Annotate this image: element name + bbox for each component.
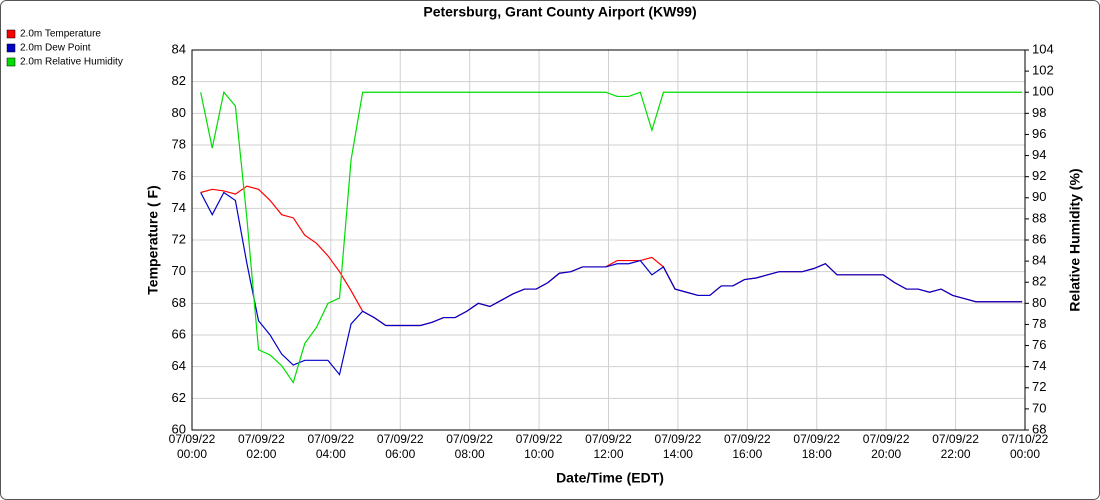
y-axis-label: Temperature ( F): [145, 185, 161, 294]
x-tick-label: 07/09/22 12:00: [585, 432, 632, 461]
x-tick-label: 07/09/22 06:00: [377, 432, 424, 461]
x-axis-label: Date/Time (EDT): [556, 470, 664, 486]
y-tick-label: 70: [172, 263, 186, 278]
x-tick-label: 07/09/22 16:00: [724, 432, 771, 461]
x-tick-label: 07/09/22 10:00: [516, 432, 563, 461]
y2-tick-label: 70: [1032, 400, 1046, 415]
x-tick-label: 07/09/22 22:00: [932, 432, 979, 461]
x-tick-label: 07/09/22 14:00: [655, 432, 702, 461]
y-tick-label: 78: [172, 136, 186, 151]
y2-tick-label: 74: [1032, 358, 1046, 373]
y-tick-label: 72: [172, 231, 186, 246]
y2-tick-label: 86: [1032, 231, 1046, 246]
y2-tick-label: 92: [1032, 168, 1046, 183]
y2-tick-label: 100: [1032, 84, 1054, 99]
x-tick-label: 07/10/22 00:00: [1002, 432, 1049, 461]
y2-tick-label: 80: [1032, 295, 1046, 310]
y2-tick-label: 76: [1032, 337, 1046, 352]
x-tick-label: 07/09/22 00:00: [169, 432, 216, 461]
legend-swatch: [6, 29, 16, 39]
legend-swatch: [6, 57, 16, 67]
y-tick-label: 62: [172, 390, 186, 405]
legend-swatch: [6, 43, 16, 53]
y-tick-label: 66: [172, 326, 186, 341]
y2-tick-label: 90: [1032, 189, 1046, 204]
y-tick-label: 64: [172, 358, 186, 373]
y-tick-label: 80: [172, 105, 186, 120]
y-tick-label: 82: [172, 73, 186, 88]
y-tick-label: 60: [172, 421, 186, 436]
y-tick-label: 84: [172, 41, 186, 56]
plot-border: [191, 49, 1026, 431]
x-tick-label: 07/09/22 08:00: [446, 432, 493, 461]
x-tick-label: 07/09/22 02:00: [238, 432, 285, 461]
y2-tick-label: 94: [1032, 147, 1046, 162]
legend-label: 2.0m Dew Point: [20, 43, 91, 54]
series-line: [200, 90, 1023, 384]
x-tick-label: 07/09/22 18:00: [793, 432, 840, 461]
y2-tick-label: 102: [1032, 63, 1054, 78]
x-tick-label: 07/09/22 04:00: [307, 432, 354, 461]
y2-tick-label: 78: [1032, 316, 1046, 331]
chart-title: Petersburg, Grant County Airport (KW99): [423, 4, 696, 20]
series-line: [200, 191, 1023, 376]
y-tick-label: 68: [172, 295, 186, 310]
y2-axis-label: Relative Humidity (%): [1067, 168, 1083, 311]
y2-tick-label: 98: [1032, 105, 1046, 120]
y-tick-label: 76: [172, 168, 186, 183]
y2-tick-label: 96: [1032, 126, 1046, 141]
y2-tick-label: 82: [1032, 274, 1046, 289]
legend-label: 2.0m Relative Humidity: [20, 57, 123, 68]
y2-tick-label: 72: [1032, 379, 1046, 394]
legend-label: 2.0m Temperature: [20, 29, 101, 40]
y2-tick-label: 68: [1032, 421, 1046, 436]
y-tick-label: 74: [172, 200, 186, 215]
y2-tick-label: 84: [1032, 253, 1046, 268]
y2-tick-label: 88: [1032, 210, 1046, 225]
x-tick-label: 07/09/22 20:00: [863, 432, 910, 461]
y2-tick-label: 104: [1032, 41, 1054, 56]
